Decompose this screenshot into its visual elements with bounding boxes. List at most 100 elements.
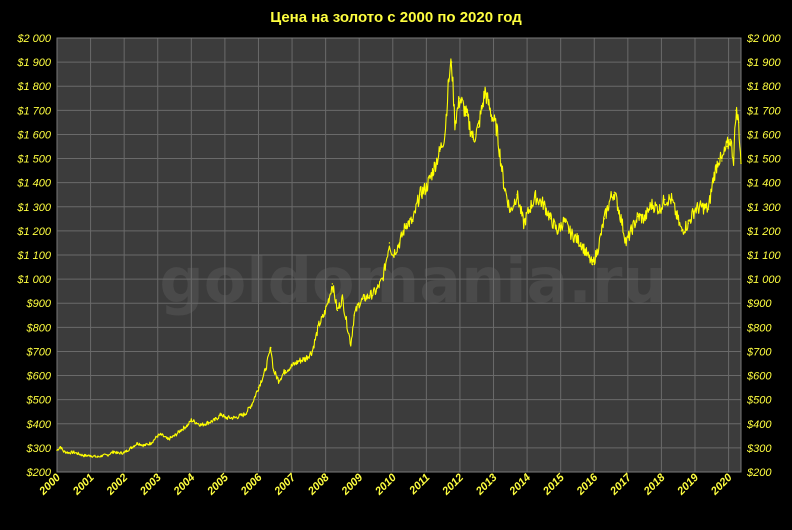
y-tick-label-right: $400 — [746, 419, 772, 431]
data-point — [358, 302, 360, 304]
data-point — [620, 218, 622, 220]
data-point — [603, 218, 606, 220]
data-point — [591, 263, 594, 266]
data-point — [717, 157, 720, 160]
data-point — [331, 283, 334, 285]
y-tick-label-left: $700 — [26, 346, 52, 358]
y-tick-label-left: $500 — [26, 395, 52, 407]
data-point — [398, 242, 401, 244]
data-point — [150, 442, 152, 444]
data-point — [670, 198, 673, 201]
data-point — [392, 254, 394, 256]
data-point — [726, 145, 728, 148]
data-point — [496, 128, 498, 131]
data-point — [732, 157, 735, 160]
data-point — [737, 121, 740, 124]
data-point — [740, 162, 742, 165]
y-tick-label-left: $1 000 — [16, 274, 52, 286]
y-tick-label-left: $900 — [26, 298, 52, 310]
data-point — [650, 203, 653, 206]
data-point — [459, 97, 461, 99]
data-point — [180, 429, 182, 431]
data-point — [580, 242, 582, 244]
data-point — [375, 290, 377, 292]
y-tick-label-right: $1 100 — [746, 250, 782, 262]
watermark: goldomania.ru — [159, 244, 666, 317]
x-tick-label: 2019 — [675, 471, 702, 498]
y-tick-label-left: $1 200 — [16, 226, 52, 238]
data-point — [350, 343, 352, 345]
y-tick-label-right: $900 — [746, 298, 772, 310]
data-point — [106, 454, 109, 456]
x-tick-label: 2006 — [238, 471, 265, 498]
data-point — [448, 78, 450, 80]
data-point — [425, 186, 428, 189]
data-point — [96, 456, 98, 458]
data-point — [318, 324, 320, 326]
x-tick-label: 2002 — [104, 472, 131, 499]
data-point — [167, 438, 169, 441]
y-tick-label-left: $1 500 — [16, 154, 52, 166]
data-point — [735, 109, 737, 112]
y-tick-label-right: $1 000 — [746, 274, 782, 286]
data-point — [157, 435, 159, 437]
data-point — [200, 424, 203, 426]
data-point — [382, 278, 384, 280]
data-point — [625, 242, 627, 244]
data-point — [534, 196, 537, 198]
data-point — [68, 452, 70, 454]
data-point — [368, 295, 370, 297]
data-point — [472, 138, 475, 140]
x-tick-label: 2018 — [641, 471, 668, 498]
data-point — [489, 109, 491, 112]
y-tick-label-right: $300 — [746, 443, 772, 455]
data-point — [363, 297, 365, 300]
data-point — [680, 230, 683, 232]
data-point — [336, 309, 339, 312]
data-point — [659, 208, 661, 210]
y-tick-label-right: $1 200 — [746, 226, 782, 238]
x-tick-label: 2015 — [540, 471, 567, 498]
data-point — [89, 454, 92, 457]
data-point — [130, 447, 132, 449]
data-point — [341, 297, 344, 300]
data-point — [729, 138, 731, 140]
x-tick-label: 2012 — [440, 472, 467, 499]
data-point — [502, 181, 505, 184]
y-tick-label-right: $800 — [746, 322, 772, 334]
x-tick-label: 2004 — [171, 472, 198, 499]
data-point — [637, 215, 639, 218]
data-point — [113, 450, 115, 453]
x-tick-label: 2020 — [708, 471, 735, 498]
data-point — [251, 403, 253, 406]
y-tick-label-left: $800 — [26, 322, 52, 334]
data-point — [143, 444, 146, 447]
data-point — [543, 203, 545, 206]
data-point — [707, 208, 710, 210]
data-point — [214, 419, 216, 421]
data-point — [101, 454, 104, 457]
x-tick-label: 2009 — [339, 471, 366, 498]
data-point — [596, 249, 599, 251]
data-point — [173, 435, 176, 437]
data-point — [353, 314, 355, 316]
x-tick-label: 2010 — [372, 471, 399, 498]
data-point — [116, 452, 119, 454]
data-point — [234, 417, 236, 419]
y-tick-label-right: $700 — [746, 346, 772, 358]
data-point — [220, 413, 223, 415]
data-point — [444, 133, 446, 136]
x-tick-label: 2007 — [272, 471, 299, 498]
y-tick-label-left: $1 400 — [16, 178, 52, 190]
data-point — [484, 90, 486, 92]
x-tick-label: 2008 — [305, 471, 332, 498]
y-tick-label-left: $1 600 — [16, 129, 52, 141]
data-point — [465, 114, 468, 116]
data-point — [450, 61, 453, 63]
y-tick-label-left: $1 300 — [16, 202, 52, 214]
data-point — [570, 232, 572, 234]
data-point — [56, 449, 58, 451]
data-point — [523, 222, 525, 225]
data-point — [694, 208, 696, 210]
y-tick-label-left: $400 — [26, 419, 52, 431]
